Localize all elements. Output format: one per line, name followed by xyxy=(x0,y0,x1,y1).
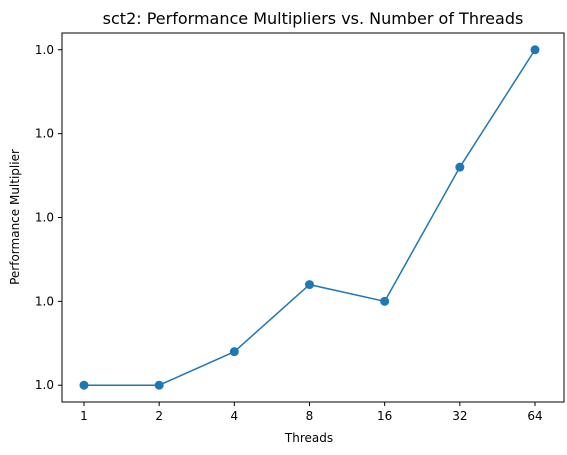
data-point xyxy=(154,380,164,390)
y-tick-label: 1.0 xyxy=(35,294,54,308)
x-tick-label: 32 xyxy=(452,409,467,423)
data-point xyxy=(229,347,239,357)
x-tick-label: 1 xyxy=(80,409,88,423)
x-tick-label: 2 xyxy=(155,409,163,423)
x-axis-ticks: 1 2 4 8 16 32 64 xyxy=(80,402,543,423)
x-tick-label: 64 xyxy=(527,409,542,423)
y-tick-label: 1.0 xyxy=(35,43,54,57)
data-point xyxy=(79,380,89,390)
y-axis-label: Performance Multiplier xyxy=(8,149,22,285)
x-axis-label: Threads xyxy=(284,431,333,445)
data-point xyxy=(455,162,465,172)
y-tick-label: 1.0 xyxy=(35,211,54,225)
y-tick-label: 1.0 xyxy=(35,127,54,141)
data-point xyxy=(305,280,314,290)
series-line xyxy=(84,49,536,386)
x-tick-label: 4 xyxy=(231,409,239,423)
series-layer xyxy=(79,45,540,390)
data-point xyxy=(380,296,390,306)
x-tick-label: 16 xyxy=(377,409,392,423)
y-tick-label: 1.0 xyxy=(35,378,54,392)
y-axis-ticks: 1.0 1.0 1.0 1.0 1.0 xyxy=(35,43,62,392)
plot-frame xyxy=(61,32,565,403)
data-point xyxy=(530,45,540,55)
x-tick-label: 8 xyxy=(306,409,314,423)
chart-title: sct2: Performance Multipliers vs. Number… xyxy=(103,9,524,28)
